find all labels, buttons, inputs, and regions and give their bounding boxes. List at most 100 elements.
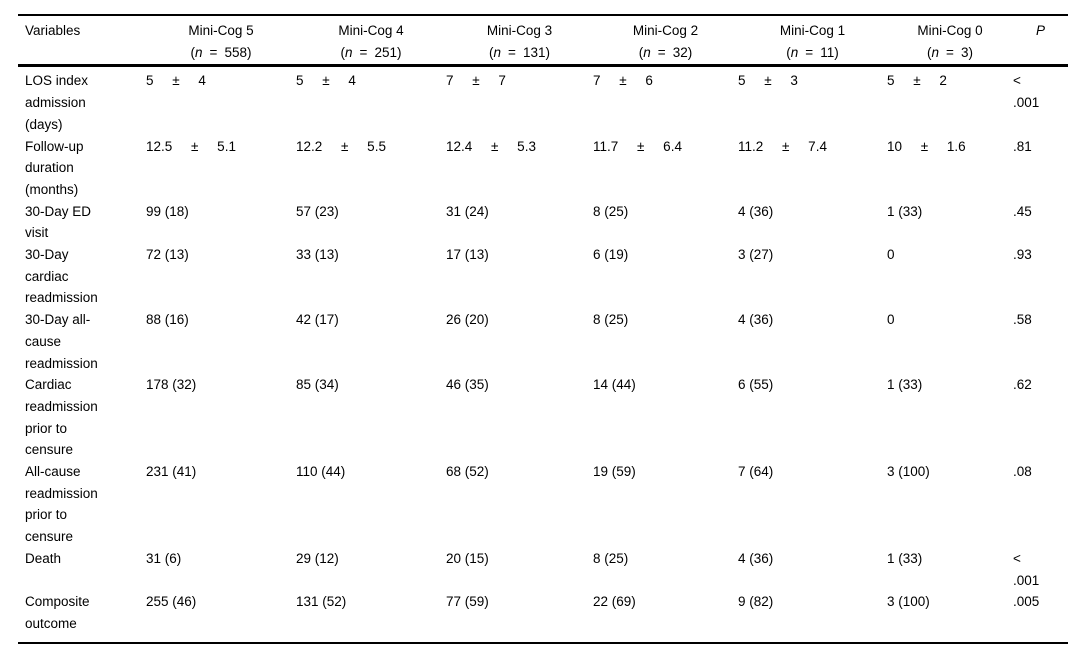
n-close-paren: ) (396, 44, 402, 60)
row-label: 30-Day ED visit (25, 203, 92, 241)
column-n-count: (n = 251) (296, 42, 446, 64)
p-value-cell: .08 (1013, 464, 1032, 480)
value-cell: 31 (24) (446, 203, 489, 219)
p-value-cell: .81 (1013, 138, 1032, 154)
header-row: Variables Mini-Cog 5 (n = 558) Mini-Cog 4 (n =… (18, 15, 1068, 68)
value-cell: 10 ± 1.6 (887, 138, 966, 154)
value-cell: 1 (33) (887, 377, 923, 393)
table-row: 30-Day all-cause readmission 88 (16) 42 (1… (18, 309, 1068, 374)
value-cell: 46 (35) (446, 377, 489, 393)
value-cell: 4 (36) (738, 550, 774, 566)
value-cell: 12.5 ± 5.1 (146, 138, 236, 154)
value-cell: 1 (33) (887, 550, 923, 566)
value-cell: 7 ± 7 (446, 73, 506, 89)
table-row: Cardiac readmission prior to censure 178 … (18, 374, 1068, 461)
value-cell: 57 (23) (296, 203, 339, 219)
value-cell: 31 (6) (146, 550, 182, 566)
column-n-count: (n = 131) (446, 42, 593, 64)
p-header-label: P (1035, 23, 1045, 38)
value-cell: 19 (59) (593, 464, 636, 480)
value-cell: 8 (25) (593, 312, 629, 328)
p-value-cell: .93 (1013, 247, 1032, 263)
table-row: 30-Day ED visit 99 (18) 57 (23) 31 (24) 8 (2… (18, 201, 1068, 244)
n-open-paren: ( (190, 44, 196, 60)
equals-sign: = (508, 44, 516, 60)
value-cell: 0 (887, 247, 895, 263)
value-cell: 72 (13) (146, 247, 189, 263)
value-cell: 6 (55) (738, 377, 774, 393)
value-cell: 131 (52) (296, 594, 347, 610)
table-row: 30-Day cardiac readmission 72 (13) 33 (13)… (18, 244, 1068, 309)
outcomes-table: Variables Mini-Cog 5 (n = 558) Mini-Cog 4 (n =… (18, 14, 1068, 644)
n-close-paren: ) (968, 44, 973, 60)
table-row: Composite outcome 255 (46) 131 (52) 77 (59)… (18, 591, 1068, 642)
p-value-cell: < .001 (1013, 73, 1040, 111)
n-symbol: n (345, 44, 353, 60)
row-label: LOS index admission (days) (25, 73, 89, 132)
column-header-mini-cog-5: Mini-Cog 5 (n = 558) (146, 15, 296, 68)
column-n-count: (n = 3) (887, 42, 1013, 64)
column-label: Mini-Cog 2 (632, 23, 699, 38)
value-cell: 88 (16) (146, 312, 189, 328)
value-cell: 3 (100) (887, 594, 930, 610)
n-open-paren: ( (340, 44, 346, 60)
paper-table-page: Variables Mini-Cog 5 (n = 558) Mini-Cog 4 (n =… (18, 14, 1068, 644)
n-value: 32 (672, 44, 688, 60)
n-symbol: n (643, 44, 651, 60)
n-close-paren: ) (834, 44, 839, 60)
value-cell: 7 ± 6 (593, 73, 653, 89)
n-close-paren: ) (545, 44, 550, 60)
value-cell: 77 (59) (446, 594, 489, 610)
n-close-paren: ) (687, 44, 693, 60)
row-label: Follow-up duration (months) (25, 138, 84, 197)
value-cell: 255 (46) (146, 594, 197, 610)
row-label: 30-Day all-cause readmission (25, 312, 98, 371)
n-value: 11 (820, 44, 835, 60)
n-value: 131 (522, 44, 546, 60)
table-header: Variables Mini-Cog 5 (n = 558) Mini-Cog 4 (n =… (18, 15, 1068, 68)
value-cell: 5 ± 3 (738, 73, 798, 89)
p-value-cell: .58 (1013, 312, 1032, 328)
column-n-count: (n = 32) (593, 42, 738, 64)
row-label: Death (25, 550, 62, 566)
n-symbol: n (790, 44, 799, 60)
value-cell: 6 (19) (593, 247, 629, 263)
value-cell: 17 (13) (446, 247, 489, 263)
column-header-mini-cog-1: Mini-Cog 1 (n = 11) (738, 15, 887, 68)
table-row: All-cause readmission prior to censure 23… (18, 461, 1068, 548)
value-cell: 7 (64) (738, 464, 774, 480)
value-cell: 5 ± 4 (296, 73, 356, 89)
n-open-paren: ( (786, 44, 791, 60)
n-symbol: n (493, 44, 502, 60)
column-label: Mini-Cog 3 (486, 23, 553, 38)
n-open-paren: ( (638, 44, 644, 60)
value-cell: 4 (36) (738, 312, 774, 328)
value-cell: 22 (69) (593, 594, 636, 610)
value-cell: 8 (25) (593, 203, 629, 219)
value-cell: 42 (17) (296, 312, 339, 328)
column-header-mini-cog-3: Mini-Cog 3 (n = 131) (446, 15, 593, 68)
value-cell: 29 (12) (296, 550, 339, 566)
column-header-p: P (1013, 15, 1068, 68)
p-value-cell: .005 (1013, 594, 1040, 610)
value-cell: 26 (20) (446, 312, 489, 328)
value-cell: 4 (36) (738, 203, 774, 219)
value-cell: 5 ± 4 (146, 73, 206, 89)
value-cell: 11.7 ± 6.4 (593, 138, 682, 154)
value-cell: 14 (44) (593, 377, 636, 393)
n-close-paren: ) (246, 44, 252, 60)
value-cell: 33 (13) (296, 247, 339, 263)
value-cell: 178 (32) (146, 377, 197, 393)
column-n-count: (n = 11) (738, 42, 887, 64)
equals-sign: = (359, 44, 368, 60)
equals-sign: = (657, 44, 666, 60)
value-cell: 12.4 ± 5.3 (446, 138, 536, 154)
column-header-mini-cog-2: Mini-Cog 2 (n = 32) (593, 15, 738, 68)
value-cell: 8 (25) (593, 550, 629, 566)
equals-sign: = (805, 44, 814, 60)
n-value: 3 (960, 44, 969, 60)
value-cell: 231 (41) (146, 464, 197, 480)
value-cell: 20 (15) (446, 550, 489, 566)
p-value-cell: .62 (1013, 377, 1032, 393)
p-value-cell: < .001 (1013, 550, 1040, 588)
